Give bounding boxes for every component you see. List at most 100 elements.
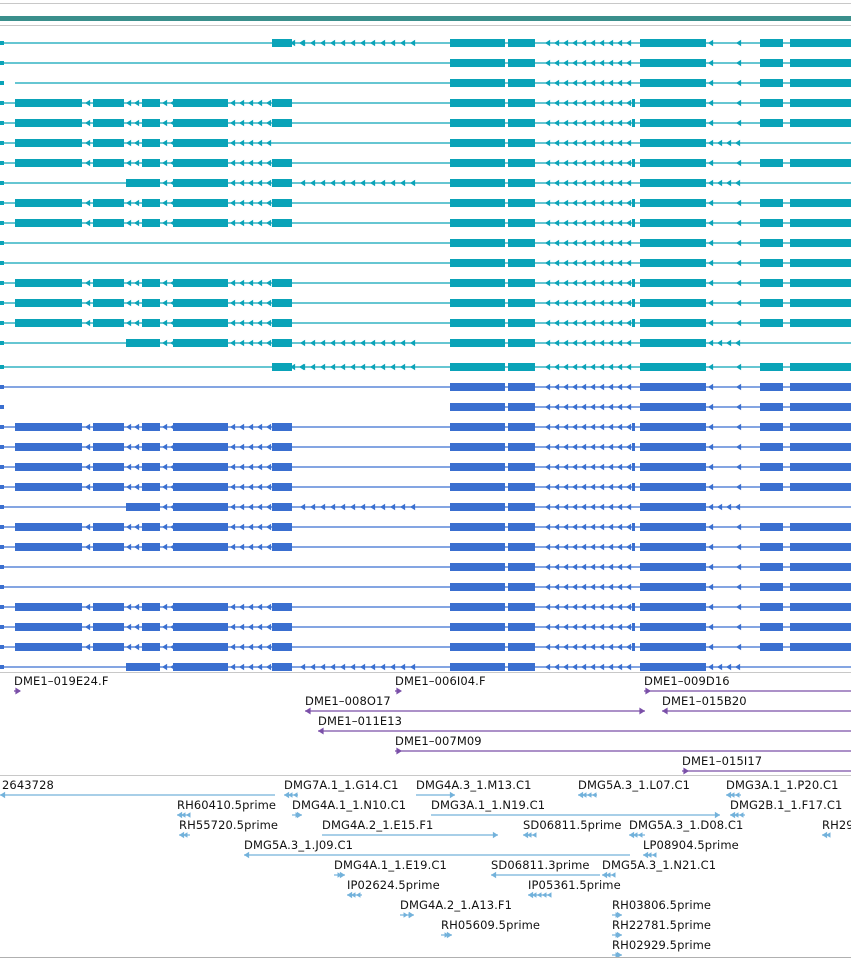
exon-arrow: [581, 259, 587, 267]
clone-label[interactable]: DME1–006I04.F: [395, 674, 486, 688]
est-label[interactable]: DMG5A.3_1.D08.C1: [629, 818, 744, 832]
exon-arrow: [608, 603, 614, 611]
clone-label[interactable]: DME1–007M09: [395, 734, 482, 748]
exon-arrow: [617, 563, 623, 571]
est-arrow: [547, 892, 552, 898]
exon-arrow: [239, 523, 245, 531]
est-arrow: [730, 811, 736, 819]
exon-arrow: [736, 219, 742, 227]
exon-arrow: [126, 299, 132, 307]
est-label[interactable]: DMG3A.1_1.P20.C1: [726, 778, 839, 792]
est-arrow: [611, 872, 616, 878]
exon-block: [450, 603, 505, 611]
est-label[interactable]: DMG4A.1_1.N10.C1: [292, 798, 407, 812]
est-arrow: [527, 832, 532, 838]
est-label[interactable]: IP02624.5prime: [347, 878, 440, 892]
exon-arrow: [708, 139, 714, 147]
est-label[interactable]: DMG5A.3_1.L07.C1: [578, 778, 691, 792]
exon-block: [142, 623, 160, 631]
est-arrow: [339, 871, 345, 879]
exon-arrow: [617, 423, 623, 431]
clone-label[interactable]: DME1–019E24.F: [14, 674, 109, 688]
exon-arrow: [239, 279, 245, 287]
est-label[interactable]: DMG5A.3_1.J09.C1: [244, 838, 353, 852]
exon-arrow: [617, 79, 623, 87]
est-label[interactable]: DMG2B.1_1.F17.C1: [730, 798, 843, 812]
exon-arrow: [554, 339, 560, 347]
est-arrow: [730, 792, 735, 798]
est-label[interactable]: DMG4A.2_1.E15.F1: [322, 818, 434, 832]
exon-arrow: [390, 363, 396, 371]
est-label[interactable]: RH22781.5prime: [612, 918, 712, 932]
exon-arrow: [545, 583, 551, 591]
exon-arrow: [310, 339, 316, 347]
exon-block: [640, 583, 706, 591]
est-label[interactable]: DMG7A.1_1.G14.C1: [284, 778, 399, 792]
est-label[interactable]: SD06811.5prime: [523, 818, 622, 832]
est-label[interactable]: RH03806.5prime: [612, 898, 712, 912]
exon-arrow: [162, 603, 168, 611]
exon-arrow: [626, 623, 632, 631]
exon-arrow: [554, 39, 560, 47]
exon-arrow: [85, 199, 91, 207]
exon-arrow: [708, 443, 714, 451]
est-label[interactable]: RH29: [822, 818, 851, 832]
exon-arrow: [563, 139, 569, 147]
exon-arrow: [545, 643, 551, 651]
clone-label[interactable]: DME1–011E13: [318, 714, 403, 728]
est-label[interactable]: 2643728: [2, 778, 54, 792]
exon-arrow: [581, 319, 587, 327]
est-label[interactable]: SD06811.3prime: [491, 858, 590, 872]
exon-arrow: [266, 99, 272, 107]
exon-block: [760, 279, 783, 287]
exon-arrow: [599, 299, 605, 307]
clone-label[interactable]: DME1–015B20: [662, 694, 747, 708]
est-label[interactable]: LP08904.5prime: [643, 838, 739, 852]
exon-arrow: [134, 423, 140, 431]
exon-arrow: [572, 59, 578, 67]
est-label[interactable]: DMG4A.3_1.M13.C1: [416, 778, 532, 792]
est-label[interactable]: DMG4A.1_1.E19.C1: [334, 858, 447, 872]
exon-arrow: [708, 483, 714, 491]
exon-arrow: [572, 543, 578, 551]
est-label[interactable]: DMG3A.1_1.N19.C1: [431, 798, 546, 812]
est-arrow: [532, 832, 537, 838]
exon-arrow: [626, 443, 632, 451]
exon-arrow: [300, 179, 306, 187]
exon-block: [15, 483, 82, 491]
exon-arrow: [608, 339, 614, 347]
est-arrow: [356, 892, 361, 898]
exon-arrow: [230, 603, 236, 611]
exon-arrow: [554, 279, 560, 287]
est-label[interactable]: IP05361.5prime: [528, 878, 621, 892]
exon-block: [790, 259, 851, 267]
exon-arrow: [563, 219, 569, 227]
est-label[interactable]: DMG4A.2_1.A13.F1: [400, 898, 513, 912]
exon-arrow: [545, 339, 551, 347]
exon-arrow: [626, 523, 632, 531]
exon-block: [790, 119, 851, 127]
est-label[interactable]: RH05609.5prime: [441, 918, 541, 932]
clone-label[interactable]: DME1–015I17: [682, 754, 763, 768]
exon-arrow: [563, 259, 569, 267]
est-label[interactable]: RH60410.5prime: [177, 798, 277, 812]
est-label[interactable]: RH02929.5prime: [612, 938, 712, 952]
exon-arrow: [85, 603, 91, 611]
est-label[interactable]: DMG5A.3_1.N21.C1: [602, 858, 717, 872]
exon-block: [760, 643, 783, 651]
exon-block: [790, 443, 851, 451]
exon-block: [15, 463, 82, 471]
exon-arrow: [608, 239, 614, 247]
exon-arrow: [410, 179, 416, 187]
exon-arrow: [162, 643, 168, 651]
clone-label[interactable]: DME1–008O17: [305, 694, 391, 708]
exon-arrow: [608, 59, 614, 67]
exon-block: [508, 279, 535, 287]
exon-block: [790, 79, 851, 87]
exon-arrow: [563, 119, 569, 127]
exon-block: [632, 119, 635, 127]
est-label[interactable]: RH55720.5prime: [179, 818, 279, 832]
clone-label[interactable]: DME1–009D16: [644, 674, 730, 688]
exon-arrow: [266, 299, 272, 307]
exon-arrow: [400, 363, 406, 371]
